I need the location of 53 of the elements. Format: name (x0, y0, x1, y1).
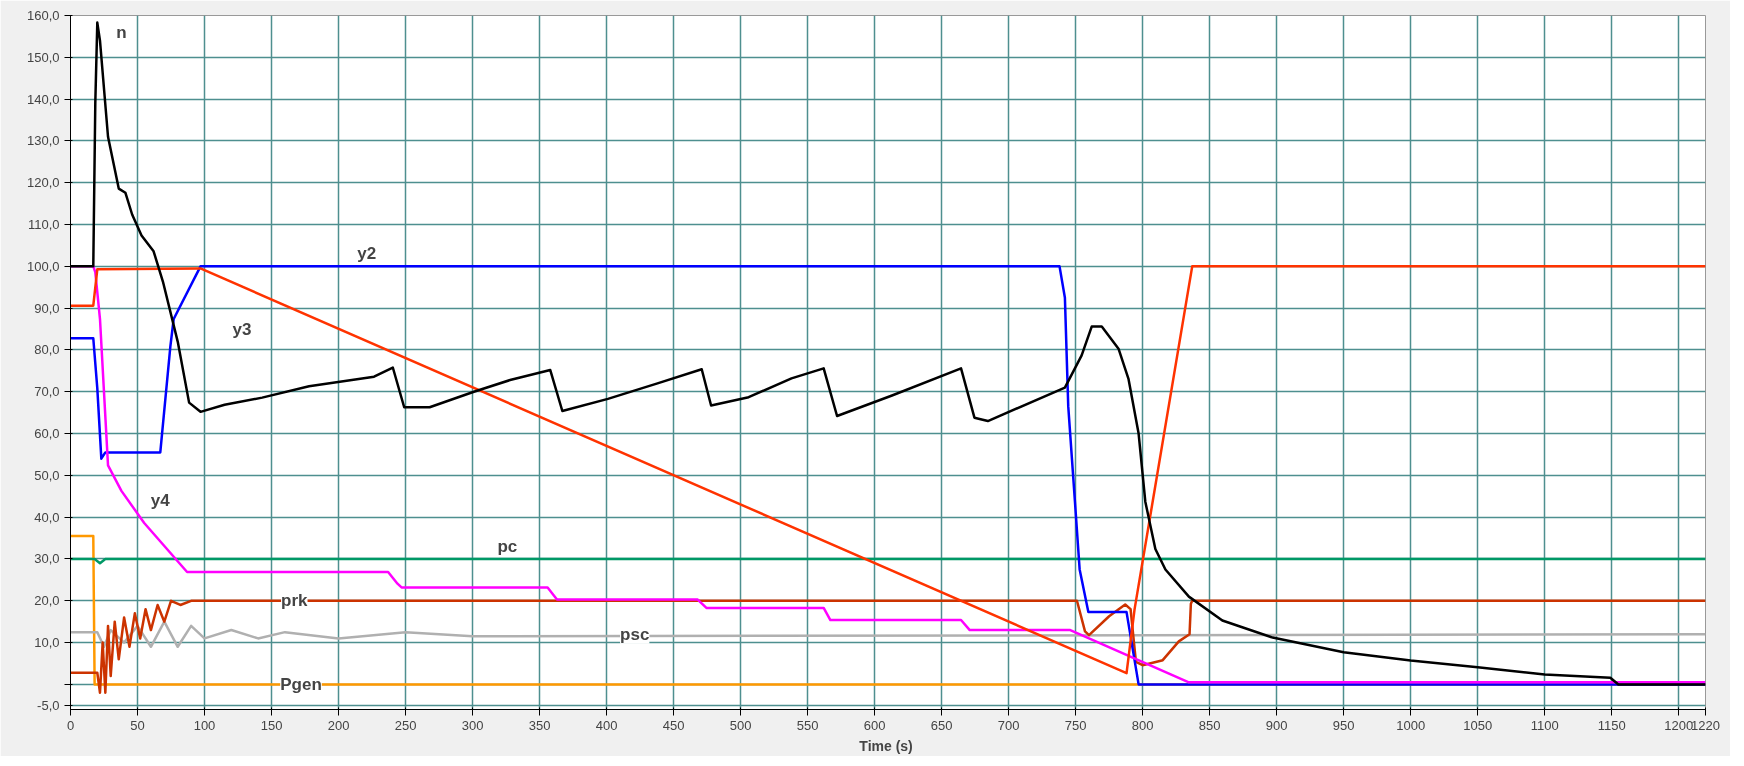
y-tick-label: 110,0 (27, 217, 60, 233)
series-label: n (116, 22, 127, 42)
x-tick-label: 450 (662, 717, 685, 733)
y-tick-label: 30,0 (34, 551, 60, 567)
y-tick-label: 20,0 (34, 593, 60, 609)
series-label: Pgen (280, 674, 322, 694)
x-tick-label: 1050 (1463, 717, 1493, 733)
x-tick-label: 950 (1332, 717, 1355, 733)
x-tick-label: 1220 (1691, 717, 1720, 733)
x-tick-label: 300 (461, 717, 484, 733)
x-tick-label: 200 (327, 717, 350, 733)
x-tick-label: 150 (260, 717, 283, 733)
y-tick-label: 90,0 (34, 300, 60, 316)
y-tick-label: -5,0 (37, 697, 60, 713)
series-label: y2 (357, 244, 377, 264)
x-tick-label: 350 (528, 717, 551, 733)
x-tick-label: 750 (1064, 717, 1087, 733)
x-tick-label: 100 (193, 717, 216, 733)
x-tick-label: 250 (394, 717, 417, 733)
y-tick-label: 70,0 (34, 384, 60, 400)
series-label: pc (497, 536, 518, 556)
series-label: y4 (150, 490, 171, 510)
y-tick-label: 40,0 (34, 509, 60, 525)
x-tick-label: 850 (1198, 717, 1221, 733)
x-tick-label: 1000 (1396, 717, 1426, 733)
y-tick-label: 120,0 (26, 175, 60, 191)
y-tick-label: 150,0 (26, 49, 60, 65)
y-tick-label: 140,0 (26, 91, 60, 107)
x-tick-label: 50 (130, 717, 145, 733)
y-tick-label: 100,0 (26, 258, 60, 274)
x-axis-title: Time (s) (859, 737, 913, 754)
x-tick-label: 800 (1131, 717, 1154, 733)
x-tick-label: 0 (66, 717, 75, 733)
x-tick-label: 900 (1265, 717, 1288, 733)
line-series (70, 620, 1706, 649)
x-tick-label: 1100 (1530, 717, 1559, 733)
x-tick-label: 400 (595, 717, 618, 733)
x-tick-label: 650 (930, 717, 953, 733)
y-tick-label: 160,0 (26, 8, 60, 23)
x-tick-label: 500 (729, 717, 752, 733)
x-tick-label: 550 (796, 717, 819, 733)
y-tick-label: 50,0 (34, 467, 60, 483)
y-tick-label: 60,0 (34, 426, 60, 442)
series-label: prk (281, 591, 309, 611)
y-tick-label: 80,0 (34, 342, 60, 358)
y-tick-label: 130,0 (26, 133, 60, 149)
x-tick-label: 600 (863, 717, 886, 733)
series-label: psc (620, 624, 650, 644)
x-tick-label: 1200 (1664, 717, 1694, 733)
x-tick-label: 1150 (1597, 717, 1626, 733)
y-tick-label: 10,0 (34, 635, 60, 651)
x-tick-label: 700 (997, 717, 1020, 733)
series-label: y3 (232, 319, 252, 339)
